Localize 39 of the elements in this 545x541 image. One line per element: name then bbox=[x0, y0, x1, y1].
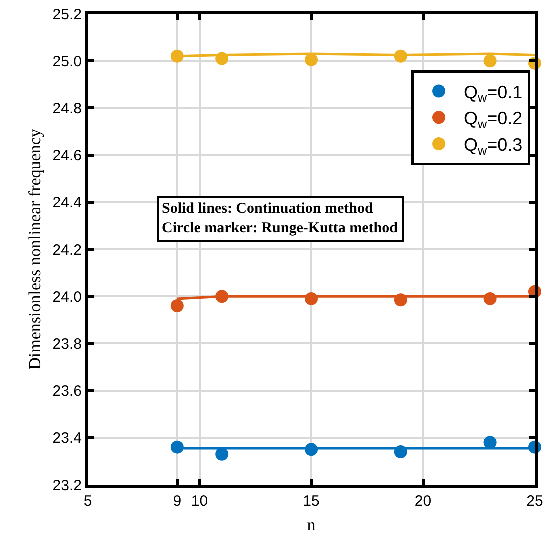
legend-label: Q$_{w}$=0.2 bbox=[464, 108, 523, 132]
x-tick-label: 10 bbox=[191, 493, 208, 510]
annotation: Circle marker: Runge-Kutta method bbox=[162, 220, 399, 236]
y-tick-label: 24.0 bbox=[52, 288, 82, 306]
x-tick-label: 9 bbox=[173, 493, 182, 510]
point bbox=[394, 50, 408, 63]
y-tick-label: 23.2 bbox=[52, 477, 82, 494]
point bbox=[305, 292, 318, 306]
x-axis-title: n bbox=[307, 515, 316, 534]
point bbox=[394, 294, 408, 307]
point bbox=[216, 448, 229, 461]
point bbox=[216, 52, 229, 66]
y-tick-label: 23.6 bbox=[52, 383, 82, 400]
point bbox=[305, 53, 318, 66]
annotation: Solid lines: Continuation method bbox=[162, 201, 374, 217]
y-tick-label: 23.8 bbox=[52, 336, 82, 353]
y-tick-label: 25.0 bbox=[52, 53, 82, 70]
x-tick-label: 20 bbox=[414, 493, 432, 510]
x-tick-label: 15 bbox=[303, 493, 320, 510]
point bbox=[305, 443, 318, 456]
y-tick-label: 25.2 bbox=[52, 6, 82, 24]
point bbox=[394, 446, 408, 459]
point bbox=[484, 436, 497, 450]
x-tick-label: 5 bbox=[84, 493, 92, 510]
y-tick-label: 24.4 bbox=[52, 194, 82, 212]
point bbox=[484, 292, 497, 306]
point bbox=[170, 440, 184, 454]
legend-label: Q$_{w}$=0.3 bbox=[464, 135, 523, 158]
point bbox=[484, 54, 497, 68]
x-tick-label: 25 bbox=[526, 493, 544, 510]
legend-label: Q$_{w}$=0.1 bbox=[464, 82, 523, 106]
y-tick-label: 24.2 bbox=[52, 242, 82, 259]
y-tick-label: 23.4 bbox=[52, 430, 82, 448]
point bbox=[170, 300, 184, 313]
point bbox=[216, 290, 229, 304]
point bbox=[170, 50, 184, 63]
y-axis-title: Dimensionless nonlinear frequency bbox=[25, 128, 44, 370]
y-tick-label: 24.8 bbox=[52, 100, 82, 118]
y-tick-label: 24.6 bbox=[52, 148, 82, 165]
